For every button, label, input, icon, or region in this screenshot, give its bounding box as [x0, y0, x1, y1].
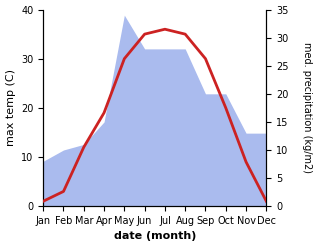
Y-axis label: max temp (C): max temp (C) [5, 69, 16, 146]
Y-axis label: med. precipitation (kg/m2): med. precipitation (kg/m2) [302, 42, 313, 173]
X-axis label: date (month): date (month) [114, 231, 196, 242]
